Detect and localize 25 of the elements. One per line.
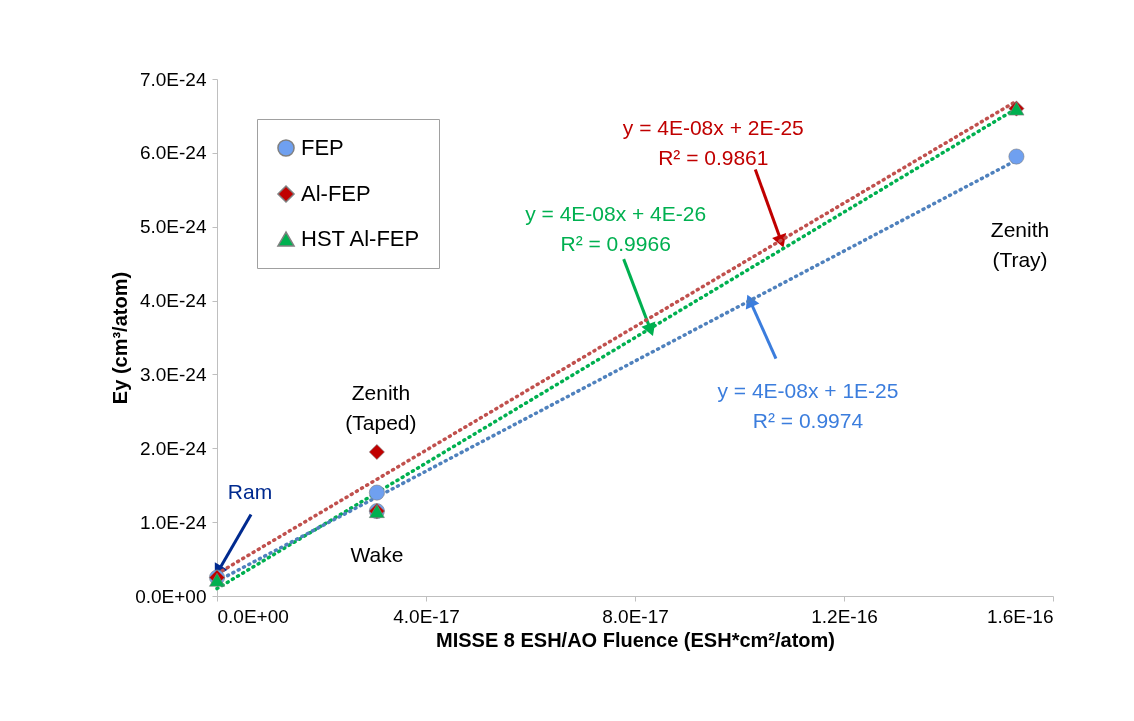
annotation: Ram <box>227 479 273 503</box>
y-tick-label: 1.0E-24 <box>139 511 207 533</box>
y-tick-label: 6.0E-24 <box>139 142 207 164</box>
x-axis-title: MISSE 8 ESH/AO Fluence (ESH*cm²/atom) <box>436 628 835 651</box>
annotation: Zenith (Tray) <box>990 218 1050 271</box>
annotation: Wake <box>350 543 404 567</box>
x-tick-label: 4.0E-17 <box>393 605 460 627</box>
x-tick-label: 0.0E+00 <box>217 605 289 627</box>
x-tick-label: 8.0E-17 <box>602 605 669 627</box>
y-tick-label: 7.0E-24 <box>139 68 207 90</box>
annotation: Zenith (Taped) <box>345 380 417 434</box>
x-tick-label: 1.6E-16 <box>986 605 1054 627</box>
x-tick-label: 1.2E-16 <box>811 605 878 627</box>
annotation: y = 4E-08x + 4E-26 R² = 0.9966 <box>525 202 707 256</box>
y-tick-label: 5.0E-24 <box>139 216 207 238</box>
y-tick-label: 2.0E-24 <box>139 437 207 459</box>
y-tick-label: 0.0E+00 <box>135 585 207 607</box>
legend-label: Al-FEP <box>301 181 371 206</box>
y-axis-title: Ey (cm³/atom) <box>109 271 132 405</box>
legend-label: FEP <box>301 135 344 160</box>
legend-label: HST Al-FEP <box>301 226 420 251</box>
annotation: y = 4E-08x + 1E-25 R² = 0.9974 <box>717 378 899 432</box>
y-tick-label: 4.0E-24 <box>139 290 207 312</box>
annotation: y = 4E-08x + 2E-25 R² = 0.9861 <box>622 116 804 170</box>
y-tick-label: 3.0E-24 <box>139 363 207 385</box>
